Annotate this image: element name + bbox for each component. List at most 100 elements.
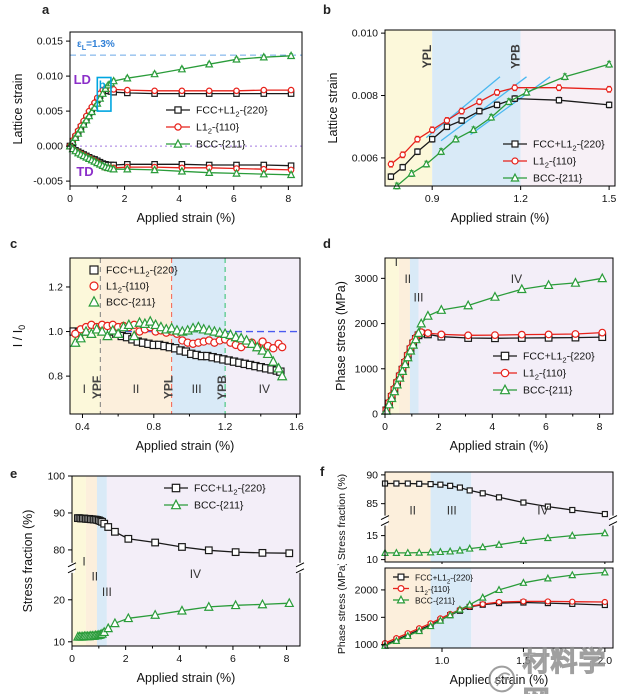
svg-text:Applied strain (%): Applied strain (%) [137, 671, 236, 685]
panel-e-chart: 0 2 4 6 8 10 20 80 90 100 Applied strain (%) Stress… [21, 471, 305, 685]
svg-text:Stress fraction (%): Stress fraction (%) [21, 510, 35, 613]
svg-text:0.010: 0.010 [37, 71, 63, 83]
svg-text:0.015: 0.015 [37, 36, 63, 48]
series-2 [381, 567, 609, 649]
panel-c-chart: 0.4 0.8 1.2 1.6 0.8 1.0 1.2 Applied strain (%) I… [11, 257, 304, 453]
svg-text:0.8: 0.8 [146, 421, 161, 433]
svg-text:III: III [102, 585, 112, 599]
series-5 [65, 141, 296, 179]
svg-text:IV: IV [259, 382, 270, 396]
series-2 [392, 59, 614, 190]
svg-text:b: b [99, 80, 106, 92]
svg-text:0.010: 0.010 [352, 28, 378, 40]
svg-text:8: 8 [285, 193, 291, 205]
svg-text:FCC+L12-{220}: FCC+L12-{220} [523, 351, 595, 365]
svg-text:YPF: YPF [90, 376, 104, 399]
svg-text:L12-{110}: L12-{110} [523, 368, 567, 382]
svg-text:II: II [91, 570, 98, 584]
svg-text:8: 8 [597, 421, 603, 433]
svg-text:2: 2 [123, 653, 129, 665]
svg-text:FCC+L12-{220}: FCC+L12-{220} [106, 265, 178, 279]
svg-text:2: 2 [436, 421, 442, 433]
panel-f-bottom-chart: 1.0 1.5 2.0 1000 1500 2000 Applied strain (%) P… [336, 564, 614, 687]
svg-text:L12-{110}: L12-{110} [415, 584, 450, 597]
svg-text:FCC+L12-{220}: FCC+L12-{220} [194, 483, 266, 497]
svg-text:III: III [414, 291, 424, 305]
svg-text:YPL: YPL [420, 45, 434, 68]
svg-text:0.4: 0.4 [75, 421, 90, 433]
svg-text:Applied strain (%): Applied strain (%) [450, 673, 549, 687]
legend: FCC+L12-{220} L12-{110} BCC-{211} [493, 351, 595, 397]
svg-text:0: 0 [372, 409, 378, 421]
svg-text:85: 85 [366, 498, 378, 510]
series-0 [74, 514, 294, 558]
svg-text:I: I [395, 255, 398, 269]
series-0 [387, 95, 613, 181]
svg-text:0.006: 0.006 [352, 152, 378, 164]
svg-text:1500: 1500 [355, 612, 379, 624]
series-2 [70, 315, 288, 381]
svg-text:0.008: 0.008 [352, 90, 378, 102]
svg-text:Applied strain (%): Applied strain (%) [136, 439, 235, 453]
svg-text:BCC-{211}: BCC-{211} [415, 596, 455, 606]
legend: FCC+L12-{220}L12-{110}BCC-{211} [393, 573, 473, 606]
legend: FCC+L12-{220}L12-{110}BCC-{211} [166, 105, 268, 151]
svg-text:90: 90 [366, 469, 378, 481]
svg-text:Phase stress (MPa): Phase stress (MPa) [336, 564, 348, 654]
svg-text:BCC-{211}: BCC-{211} [106, 297, 156, 309]
panel-letter-b: b [323, 2, 331, 17]
svg-text:80: 80 [53, 544, 65, 556]
svg-text:6: 6 [543, 421, 549, 433]
svg-text:0.8: 0.8 [48, 371, 63, 383]
svg-text:IV: IV [511, 272, 522, 286]
svg-text:YPL: YPL [162, 376, 176, 399]
series-2 [381, 272, 608, 415]
svg-text:10: 10 [53, 636, 65, 648]
panel-letter-a: a [42, 2, 50, 17]
svg-text:1.2: 1.2 [513, 193, 528, 205]
svg-text:II: II [133, 382, 140, 396]
svg-text:I: I [82, 554, 85, 568]
legend: FCC+L12-{220} BCC-{211} [164, 483, 266, 512]
legend: FCC+L12-{220} L12-{110} BCC-{211} [503, 139, 605, 185]
series-2 [65, 50, 296, 150]
svg-text:2: 2 [122, 193, 128, 205]
svg-text:1000: 1000 [355, 363, 379, 375]
svg-text:90: 90 [53, 507, 65, 519]
svg-text:LD: LD [74, 72, 91, 87]
svg-text:1.2: 1.2 [218, 421, 233, 433]
svg-text:TD: TD [76, 164, 93, 179]
svg-text:BCC-{211}: BCC-{211} [533, 173, 583, 185]
svg-text:L12-{110}: L12-{110} [196, 122, 240, 136]
svg-text:FCC+L12-{220}: FCC+L12-{220} [533, 139, 605, 153]
series-1 [72, 597, 295, 641]
svg-text:4: 4 [489, 421, 495, 433]
svg-text:1.6: 1.6 [289, 421, 304, 433]
svg-text:0: 0 [67, 193, 73, 205]
svg-text:FCC+L12-{220}: FCC+L12-{220} [415, 573, 473, 586]
svg-text:1.0: 1.0 [48, 326, 63, 338]
svg-text:II: II [404, 272, 411, 286]
panel-letter-c: c [10, 236, 18, 251]
svg-text:L12-{110}: L12-{110} [533, 156, 577, 170]
svg-text:IV: IV [537, 503, 548, 517]
svg-text:YPB: YPB [215, 375, 229, 400]
svg-text:BCC-{211}: BCC-{211} [523, 385, 573, 397]
svg-text:Phase stress (MPa): Phase stress (MPa) [334, 281, 348, 391]
svg-text:1000: 1000 [355, 639, 379, 651]
panel-letter-d: d [323, 236, 331, 251]
svg-text:15: 15 [366, 530, 378, 542]
svg-text:1.0: 1.0 [435, 655, 450, 667]
svg-text:I: I [83, 382, 86, 396]
svg-text:I / I0: I / I0 [11, 325, 27, 347]
svg-text:4: 4 [176, 193, 182, 205]
svg-text:III: III [192, 382, 202, 396]
svg-text:Applied strain (%): Applied strain (%) [137, 211, 236, 225]
svg-text:6: 6 [231, 193, 237, 205]
svg-text:1.2: 1.2 [48, 281, 63, 293]
svg-text:2000: 2000 [355, 584, 379, 596]
panel-b-chart: 0.9 1.2 1.5 0.006 0.008 0.010 Applied strain (… [326, 28, 617, 225]
svg-text:10: 10 [366, 554, 378, 564]
svg-text:100: 100 [47, 471, 65, 483]
